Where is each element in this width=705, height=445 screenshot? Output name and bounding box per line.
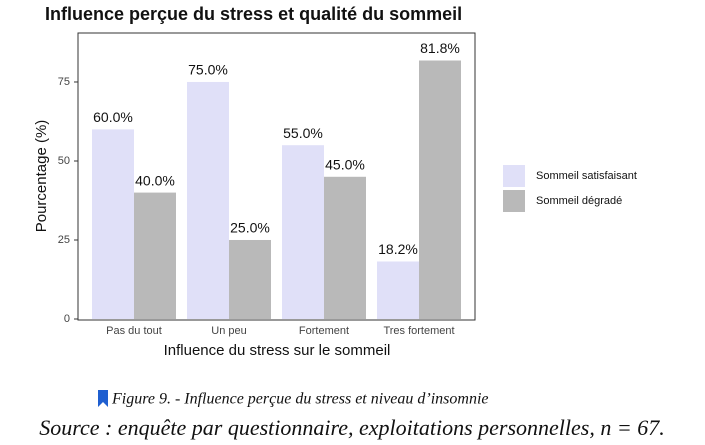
caption: Figure 9. - Influence perçue du stress e… xyxy=(111,391,489,408)
y-tick-label: 75 xyxy=(58,76,70,88)
plot-frame xyxy=(77,32,476,321)
legend-swatch xyxy=(503,165,525,187)
value-label: 40.0% xyxy=(135,172,175,188)
chart-title: Influence perçue du stress et qualité du… xyxy=(45,4,462,24)
y-tick-label: 25 xyxy=(58,234,70,246)
bar xyxy=(282,145,324,319)
value-label: 81.8% xyxy=(420,40,460,56)
value-label: 55.0% xyxy=(283,125,323,141)
value-label: 25.0% xyxy=(230,220,270,236)
bar xyxy=(187,81,229,319)
value-label: 45.0% xyxy=(325,156,365,172)
x-tick-label: Pas du tout xyxy=(106,325,162,337)
bar xyxy=(377,261,419,319)
bookmark-icon xyxy=(98,390,108,407)
value-label: 75.0% xyxy=(188,62,228,78)
value-label: 18.2% xyxy=(378,241,418,257)
x-tick-label: Tres fortement xyxy=(383,325,454,337)
bar xyxy=(92,129,134,319)
y-axis-label: Pourcentage (%) xyxy=(33,120,50,233)
legend-label: Sommeil dégradé xyxy=(536,195,622,207)
y-tick-label: 50 xyxy=(58,155,70,167)
bar xyxy=(419,60,461,319)
bar xyxy=(134,192,176,319)
source: Source : enquête par questionnaire, expl… xyxy=(39,415,664,440)
x-tick-label: Fortement xyxy=(299,325,349,337)
bar xyxy=(324,176,366,319)
y-tick-label: 0 xyxy=(64,313,70,325)
x-tick-label: Un peu xyxy=(211,325,246,337)
legend-label: Sommeil satisfaisant xyxy=(536,170,637,182)
x-axis-label: Influence du stress sur le sommeil xyxy=(164,342,391,359)
bar xyxy=(229,239,271,319)
value-label: 60.0% xyxy=(93,109,133,125)
legend-swatch xyxy=(503,190,525,212)
